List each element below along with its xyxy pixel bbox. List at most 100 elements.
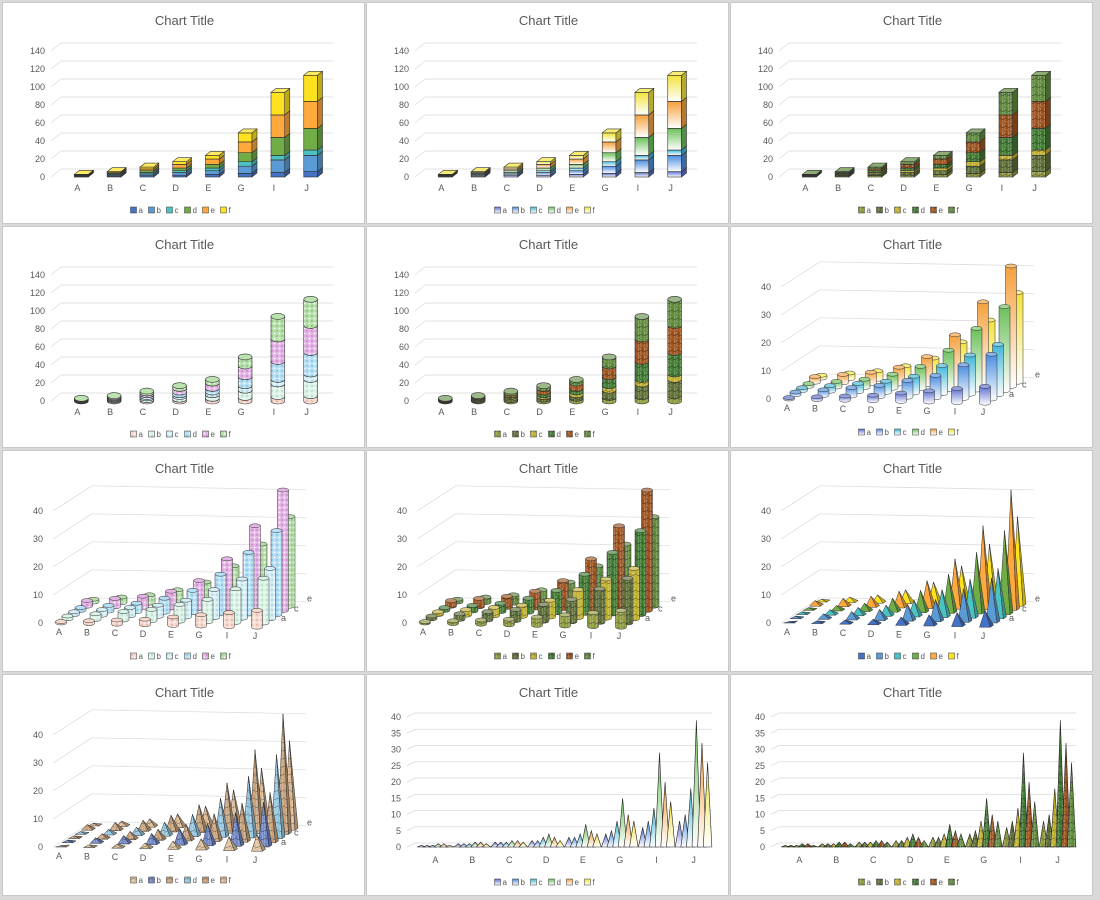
bar[interactable] xyxy=(438,843,450,848)
bar-segment[interactable] xyxy=(801,169,823,176)
bar[interactable] xyxy=(617,798,628,848)
bar[interactable] xyxy=(837,597,852,608)
bar-segment[interactable] xyxy=(634,313,650,343)
legend-item[interactable]: c xyxy=(894,878,907,887)
bar-segment[interactable] xyxy=(601,128,622,143)
legend-item[interactable]: b xyxy=(148,206,162,215)
legend-item[interactable]: f xyxy=(948,206,960,215)
bar-segment[interactable] xyxy=(437,169,459,176)
legend-item[interactable]: b xyxy=(876,428,890,437)
bar[interactable] xyxy=(83,844,99,848)
bar-segment[interactable] xyxy=(667,296,682,329)
bar[interactable] xyxy=(195,838,210,851)
bar[interactable] xyxy=(697,742,707,848)
bar[interactable] xyxy=(95,833,112,840)
bar[interactable] xyxy=(951,611,966,627)
bar-segment[interactable] xyxy=(470,166,491,174)
legend-item[interactable]: c xyxy=(530,206,543,215)
bar[interactable] xyxy=(102,603,115,614)
legend-item[interactable]: e xyxy=(930,428,944,437)
legend-item[interactable]: e xyxy=(930,878,944,887)
legend-item[interactable]: f xyxy=(948,652,960,661)
bar[interactable] xyxy=(901,603,917,622)
bar[interactable] xyxy=(817,613,833,620)
bar[interactable] xyxy=(660,781,670,848)
bar[interactable] xyxy=(512,839,523,848)
legend-item[interactable]: b xyxy=(876,878,890,887)
legend-item[interactable]: a xyxy=(494,206,508,215)
bar-segment[interactable] xyxy=(899,157,921,166)
bar-segment[interactable] xyxy=(965,128,986,143)
bar[interactable] xyxy=(838,619,855,625)
bar[interactable] xyxy=(61,839,77,844)
legend-item[interactable]: c xyxy=(894,652,907,661)
bar-segment[interactable] xyxy=(932,150,954,160)
legend-item[interactable]: e xyxy=(566,878,580,887)
legend-item[interactable]: b xyxy=(148,430,162,439)
bar-segment[interactable] xyxy=(601,353,617,370)
bar[interactable] xyxy=(102,829,118,836)
legend-item[interactable]: a xyxy=(858,652,872,661)
legend-item[interactable]: c xyxy=(894,206,907,215)
bar[interactable] xyxy=(654,752,665,848)
bar[interactable] xyxy=(993,820,1003,848)
bar[interactable] xyxy=(145,832,161,845)
bar-segment[interactable] xyxy=(171,157,193,166)
bar-segment[interactable] xyxy=(73,169,95,176)
bar-segment[interactable] xyxy=(536,382,551,392)
bar[interactable] xyxy=(137,819,152,832)
bar[interactable] xyxy=(789,389,802,398)
bar[interactable] xyxy=(173,827,189,846)
bar[interactable] xyxy=(518,841,529,848)
bar[interactable] xyxy=(80,824,97,831)
bar[interactable] xyxy=(1061,742,1071,848)
bar[interactable] xyxy=(702,762,713,848)
legend-item[interactable]: d xyxy=(548,430,561,439)
bar[interactable] xyxy=(809,845,818,848)
legend-item[interactable]: f xyxy=(220,430,232,439)
bar[interactable] xyxy=(138,842,155,850)
bar[interactable] xyxy=(979,609,994,628)
bar[interactable] xyxy=(1066,762,1077,848)
bar[interactable] xyxy=(587,610,599,629)
bar[interactable] xyxy=(89,837,105,844)
bar[interactable] xyxy=(81,598,93,609)
legend-item[interactable]: e xyxy=(566,652,580,661)
bar[interactable] xyxy=(111,617,123,627)
legend-item[interactable]: d xyxy=(912,206,925,215)
bar[interactable] xyxy=(802,843,814,848)
legend-item[interactable]: f xyxy=(584,652,596,661)
legend-item[interactable]: f xyxy=(948,878,960,887)
legend-item[interactable]: e xyxy=(930,206,944,215)
bar[interactable] xyxy=(117,835,133,845)
legend-item[interactable]: c xyxy=(166,430,179,439)
legend-item[interactable]: d xyxy=(912,652,925,661)
legend-item[interactable]: b xyxy=(512,430,526,439)
bar[interactable] xyxy=(950,829,961,848)
bar[interactable] xyxy=(691,720,701,848)
legend-item[interactable]: e xyxy=(202,430,216,439)
bar[interactable] xyxy=(425,613,438,622)
bar[interactable] xyxy=(55,619,67,626)
bar[interactable] xyxy=(852,606,867,617)
bar[interactable] xyxy=(251,833,266,852)
legend-item[interactable]: a xyxy=(858,878,872,887)
bar[interactable] xyxy=(796,611,812,615)
bar[interactable] xyxy=(811,394,823,402)
legend-item[interactable]: f xyxy=(220,876,232,885)
legend-item[interactable]: d xyxy=(184,652,197,661)
bar[interactable] xyxy=(808,600,825,607)
bar-segment[interactable] xyxy=(270,87,291,116)
bar-segment[interactable] xyxy=(666,96,688,130)
legend-item[interactable]: d xyxy=(912,428,925,437)
bar[interactable] xyxy=(167,840,182,850)
bar-segment[interactable] xyxy=(568,150,590,160)
bar[interactable] xyxy=(257,802,273,848)
bar-segment[interactable] xyxy=(237,128,258,143)
legend-item[interactable]: c xyxy=(894,428,907,437)
bar[interactable] xyxy=(503,616,515,628)
